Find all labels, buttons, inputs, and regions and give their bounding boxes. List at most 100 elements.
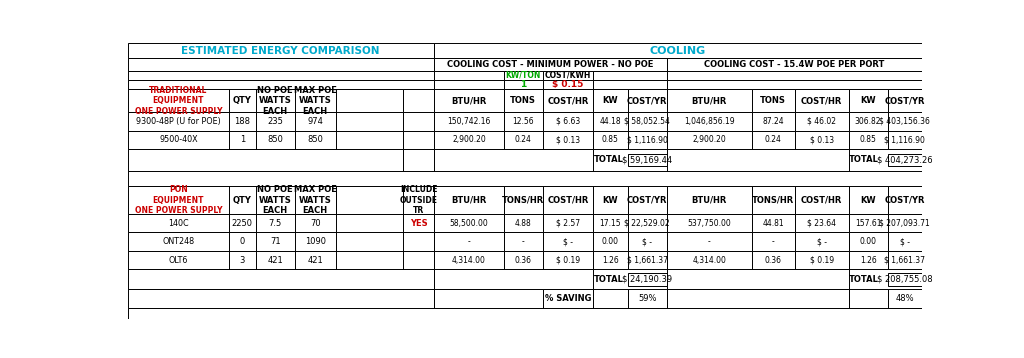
Text: TONS/HR: TONS/HR	[502, 195, 545, 204]
Text: 1090: 1090	[305, 237, 326, 246]
Bar	[128, 289, 434, 308]
Bar	[504, 112, 543, 131]
Text: 12.56: 12.56	[512, 117, 535, 126]
Bar	[849, 89, 888, 112]
Text: $ 46.02: $ 46.02	[807, 117, 837, 126]
Text: 4.88: 4.88	[515, 219, 531, 228]
Bar	[795, 131, 849, 149]
Bar	[128, 232, 434, 251]
Bar	[849, 232, 888, 251]
Bar	[403, 131, 434, 149]
Text: % SAVING: % SAVING	[545, 294, 591, 303]
Text: 1: 1	[240, 135, 245, 145]
Bar	[667, 58, 922, 71]
Text: QTY: QTY	[232, 96, 252, 105]
Bar	[543, 289, 593, 308]
Text: $ 403,156.36: $ 403,156.36	[880, 117, 930, 126]
Text: 1,046,856.19: 1,046,856.19	[684, 117, 734, 126]
Text: 2,900.20: 2,900.20	[692, 135, 726, 145]
Text: 0.36: 0.36	[515, 256, 531, 265]
Bar	[849, 251, 888, 269]
Text: 0.24: 0.24	[515, 135, 531, 145]
Text: KW: KW	[860, 195, 876, 204]
Bar	[667, 186, 752, 214]
Text: QTY: QTY	[232, 195, 252, 204]
Text: 17.15: 17.15	[600, 219, 622, 228]
Bar	[628, 232, 667, 251]
Text: 0.85: 0.85	[860, 135, 877, 145]
Bar	[593, 131, 628, 149]
Bar	[667, 71, 922, 80]
Bar	[593, 214, 628, 232]
Text: KW: KW	[603, 195, 618, 204]
Bar	[888, 154, 922, 166]
Text: 850: 850	[307, 135, 324, 145]
Text: 140C: 140C	[168, 219, 188, 228]
Text: $ 1,661.37: $ 1,661.37	[627, 256, 668, 265]
Bar	[888, 232, 922, 251]
Bar	[667, 289, 849, 308]
Bar	[888, 112, 922, 131]
Text: $ 1,116.90: $ 1,116.90	[627, 135, 668, 145]
Bar	[128, 58, 434, 71]
Text: $ 23.64: $ 23.64	[807, 219, 837, 228]
Text: 0.00: 0.00	[602, 237, 618, 246]
Text: $ 22,529.02: $ 22,529.02	[625, 219, 670, 228]
Bar	[888, 131, 922, 149]
Text: COOLING: COOLING	[649, 46, 706, 55]
Bar	[434, 89, 504, 112]
Bar	[667, 269, 849, 289]
Text: ESTIMATED ENERGY COMPARISON: ESTIMATED ENERGY COMPARISON	[181, 46, 380, 55]
Text: 2250: 2250	[231, 219, 253, 228]
Text: BTU/HR: BTU/HR	[691, 195, 727, 204]
Text: PON
EQUIPMENT
ONE POWER SUPPLY: PON EQUIPMENT ONE POWER SUPPLY	[134, 185, 222, 215]
Bar	[504, 232, 543, 251]
Text: COST/HR: COST/HR	[801, 195, 843, 204]
Bar	[888, 186, 922, 214]
Text: $ 0.19: $ 0.19	[556, 256, 580, 265]
Bar	[128, 43, 434, 58]
Bar	[593, 89, 628, 112]
Text: 157.61: 157.61	[855, 219, 882, 228]
Bar	[434, 232, 504, 251]
Text: -: -	[708, 237, 711, 246]
Bar	[434, 71, 504, 80]
Text: TOTAL: TOTAL	[849, 155, 880, 164]
Text: COOLING COST - 15.4W POE PER PORT: COOLING COST - 15.4W POE PER PORT	[703, 60, 884, 69]
Text: BTU/HR: BTU/HR	[452, 96, 486, 105]
Text: $ -: $ -	[642, 237, 652, 246]
Bar	[128, 251, 434, 269]
Bar	[888, 251, 922, 269]
Text: KW: KW	[860, 96, 876, 105]
Text: 1.26: 1.26	[602, 256, 618, 265]
Bar	[849, 112, 888, 131]
Text: 188: 188	[234, 117, 250, 126]
Text: 58,500.00: 58,500.00	[450, 219, 488, 228]
Bar	[434, 269, 593, 289]
Bar	[667, 131, 752, 149]
Text: KW: KW	[603, 96, 618, 105]
Bar	[128, 149, 403, 171]
Bar	[504, 71, 543, 80]
Text: $ 207,093.71: $ 207,093.71	[880, 219, 930, 228]
Bar	[543, 89, 593, 112]
Text: TRADITIONAL
EQUIPMENT
ONE POWER SUPPLY: TRADITIONAL EQUIPMENT ONE POWER SUPPLY	[134, 86, 222, 116]
Bar	[434, 186, 504, 214]
Bar	[543, 251, 593, 269]
Text: 421: 421	[267, 256, 283, 265]
Text: TONS: TONS	[760, 96, 786, 105]
Bar	[403, 89, 434, 112]
Bar	[795, 89, 849, 112]
Bar	[888, 214, 922, 232]
Text: $ 404,273.26: $ 404,273.26	[877, 155, 933, 164]
Bar	[434, 149, 593, 171]
Text: TOTAL: TOTAL	[594, 155, 624, 164]
Text: KW/TON: KW/TON	[506, 71, 541, 80]
Bar	[795, 214, 849, 232]
Text: 421: 421	[307, 256, 323, 265]
Bar	[628, 112, 667, 131]
Bar	[434, 214, 504, 232]
Bar	[128, 131, 403, 149]
Text: $ 0.13: $ 0.13	[556, 135, 580, 145]
Text: 0.24: 0.24	[765, 135, 781, 145]
